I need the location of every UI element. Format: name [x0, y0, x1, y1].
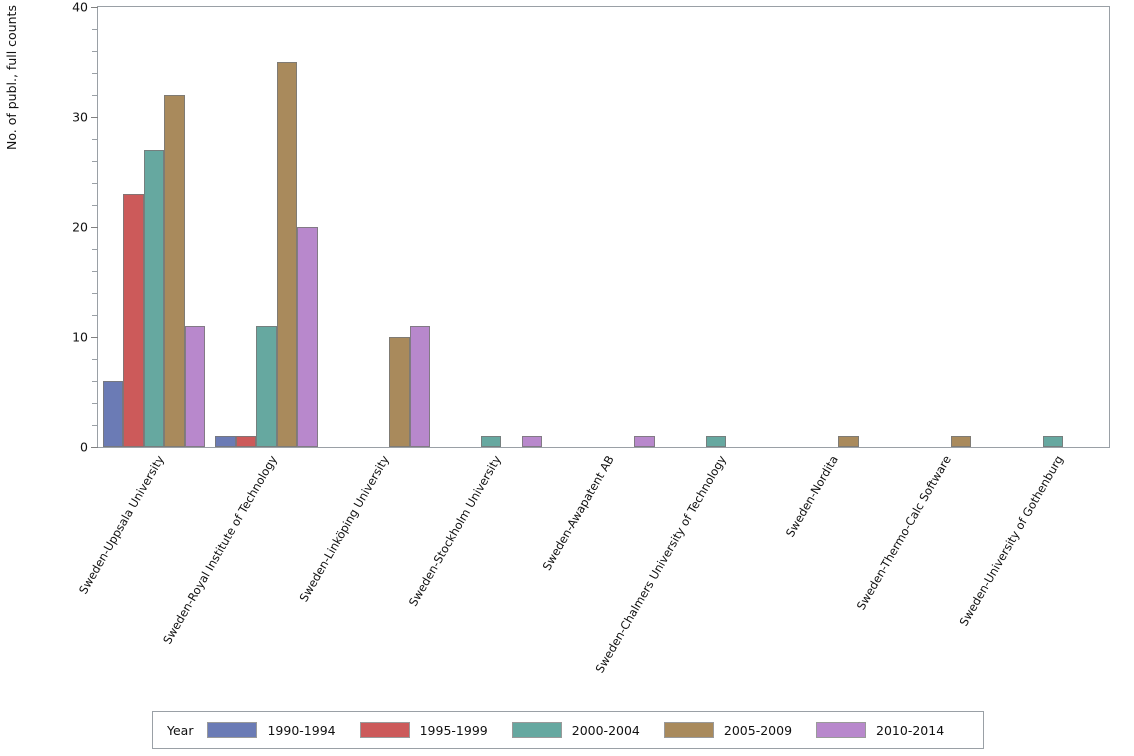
y-axis-tick-minor [92, 403, 98, 404]
y-axis-tick-label: 40 [72, 0, 88, 15]
legend-swatch [816, 722, 867, 738]
y-axis-tick-major [91, 337, 98, 338]
legend-item[interactable]: 1995-1999 [359, 722, 488, 738]
legend-swatch [359, 722, 410, 738]
legend-item-label: 1995-1999 [419, 722, 488, 738]
bar [409, 326, 431, 447]
y-axis-title: No. of publ., full counts [4, 5, 19, 150]
legend-title: Year [167, 722, 194, 738]
bar [480, 436, 502, 447]
bar [1042, 436, 1064, 447]
plot-area: 0 10 20 30 40 [72, 0, 1110, 455]
y-axis-tick-minor [92, 29, 98, 30]
y-axis-tick-label: 0 [80, 439, 88, 455]
y-axis-tick-minor [92, 95, 98, 96]
bar [235, 436, 257, 447]
bar [184, 326, 206, 447]
legend-item-label: 2005-2009 [723, 722, 793, 738]
y-axis-tick-minor [92, 73, 98, 74]
bar [164, 95, 185, 447]
bar [256, 326, 277, 447]
y-axis-tick-label: 20 [72, 219, 88, 235]
y-axis-tick-major [91, 447, 98, 448]
y-axis-tick-major [91, 117, 98, 118]
bar [705, 436, 727, 447]
y-axis-title-area: No. of publ., full counts [0, 0, 40, 456]
legend: Year 1990-1994 1995-1999 2000-2004 2005-200… [152, 711, 984, 749]
bar [276, 62, 298, 447]
legend-item[interactable]: 2005-2009 [663, 722, 793, 738]
legend-item-label: 1990-1994 [267, 722, 336, 738]
y-axis-tick-minor [92, 183, 98, 184]
y-axis-tick-minor [92, 359, 98, 360]
legend-swatch [511, 722, 562, 738]
bar [123, 194, 144, 447]
y-axis-tick-major [91, 7, 98, 8]
bar [143, 150, 165, 447]
legend-item[interactable]: 2000-2004 [511, 722, 640, 738]
bar [521, 436, 543, 447]
bar [297, 227, 318, 447]
legend-item-label: 2010-2014 [876, 722, 945, 738]
y-axis-tick-minor [92, 205, 98, 206]
legend-item[interactable]: 1990-1994 [207, 722, 336, 738]
bar [634, 436, 655, 447]
y-axis-tick-minor [92, 381, 98, 382]
y-axis-tick-label: 10 [72, 329, 88, 345]
x-axis-labels: Sweden-Uppsala University Sweden-Royal In… [76, 452, 1110, 702]
legend-item[interactable]: 2010-2014 [816, 722, 944, 738]
bar [215, 436, 236, 447]
y-axis-tick-minor [92, 271, 98, 272]
y-axis-tick-minor [92, 249, 98, 250]
bar [389, 337, 410, 447]
bar [102, 381, 124, 447]
y-axis-tick-label: 30 [72, 109, 88, 125]
y-axis-tick-minor [92, 51, 98, 52]
legend-item-label: 2000-2004 [571, 722, 640, 738]
y-axis-tick-major [91, 227, 98, 228]
bar [838, 436, 859, 447]
y-axis-tick-minor [92, 139, 98, 140]
y-axis-tick-minor [92, 425, 98, 426]
y-axis-tick-minor [92, 293, 98, 294]
bar [950, 436, 972, 447]
legend-swatch [663, 722, 714, 738]
legend-items: 1990-1994 1995-1999 2000-2004 2005-2009 2010… [207, 722, 968, 738]
y-axis-tick-minor [92, 315, 98, 316]
plot-inner: 0 10 20 30 40 [72, 0, 1109, 455]
y-axis-tick-minor [92, 161, 98, 162]
legend-swatch [207, 722, 258, 738]
